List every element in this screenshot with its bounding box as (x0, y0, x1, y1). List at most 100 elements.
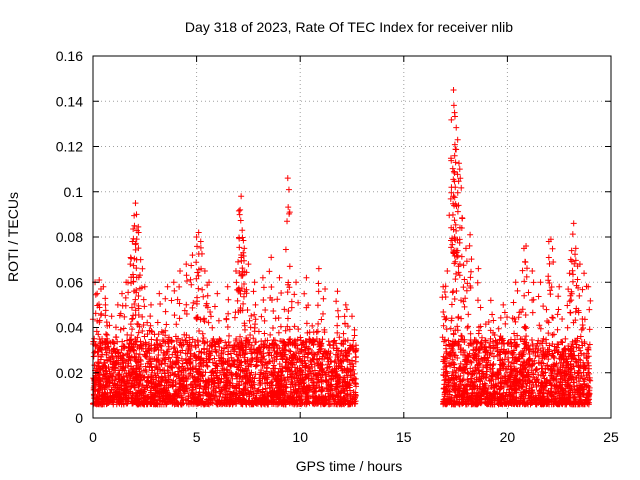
data-point (340, 330, 347, 337)
data-point (495, 325, 502, 332)
data-point (530, 279, 537, 286)
data-point (156, 290, 163, 297)
data-point (186, 334, 193, 341)
data-point (284, 315, 291, 322)
data-point (286, 347, 293, 354)
x-tick-label: 5 (193, 429, 201, 445)
data-point (241, 245, 248, 252)
data-point (497, 314, 504, 321)
data-point (463, 287, 470, 294)
data-point (275, 315, 282, 322)
data-point (285, 376, 292, 383)
data-point (238, 378, 245, 385)
data-point (213, 400, 220, 407)
data-point (281, 306, 288, 313)
data-point (210, 368, 217, 375)
data-point (545, 254, 552, 261)
data-point (294, 345, 301, 352)
data-point (91, 335, 98, 342)
x-tick-label: 10 (292, 429, 308, 445)
data-point (454, 208, 461, 215)
data-point (550, 331, 557, 338)
data-point (204, 362, 211, 369)
data-point (195, 285, 202, 292)
data-point (117, 326, 124, 333)
data-point (209, 324, 216, 331)
data-point (205, 319, 212, 326)
data-point (278, 289, 285, 296)
data-point (277, 323, 284, 330)
data-point (183, 356, 190, 363)
data-point (120, 325, 127, 332)
data-point (335, 313, 342, 320)
data-point (467, 231, 474, 238)
data-point (528, 337, 535, 344)
data-point (286, 336, 293, 343)
data-point (209, 359, 216, 366)
data-point (239, 227, 246, 234)
data-point (537, 279, 544, 286)
data-point (303, 274, 310, 281)
data-point (328, 358, 335, 365)
data-point (268, 254, 275, 261)
data-point (502, 320, 509, 327)
data-point (267, 331, 274, 338)
data-point (260, 284, 267, 291)
data-point (165, 355, 172, 362)
data-point (534, 366, 541, 373)
data-point (458, 253, 465, 260)
data-point (148, 336, 155, 343)
data-point (564, 324, 571, 331)
data-point (261, 330, 268, 337)
data-point (490, 317, 497, 324)
data-point (235, 258, 242, 265)
data-point (448, 116, 455, 123)
data-point (154, 356, 161, 363)
data-point (198, 250, 205, 257)
data-point (200, 335, 207, 342)
data-point (236, 211, 243, 218)
data-point (102, 295, 109, 302)
data-point (468, 268, 475, 275)
data-point (122, 302, 129, 309)
data-point (268, 284, 275, 291)
data-point (248, 342, 255, 349)
data-point (132, 296, 139, 303)
data-point (183, 278, 190, 285)
data-point (449, 211, 456, 218)
data-point (450, 168, 457, 175)
data-point (119, 290, 126, 297)
data-point (441, 289, 448, 296)
data-point (261, 317, 268, 324)
data-point (147, 313, 154, 320)
data-point (455, 160, 462, 167)
data-point (314, 302, 321, 309)
data-point (342, 301, 349, 308)
y-tick-label: 0.08 (56, 229, 83, 245)
data-point (235, 207, 242, 214)
data-point (467, 274, 474, 281)
data-point (315, 265, 322, 272)
data-point (521, 292, 528, 299)
data-point (127, 254, 134, 261)
data-point (163, 321, 170, 328)
data-point (327, 358, 334, 365)
data-point (465, 323, 472, 330)
data-point (586, 306, 593, 313)
data-point (103, 331, 110, 338)
data-point (251, 328, 258, 335)
data-point (451, 194, 458, 201)
data-point (247, 331, 254, 338)
data-point (315, 280, 322, 287)
data-point (569, 271, 576, 278)
data-point (134, 334, 141, 341)
data-point (104, 332, 111, 339)
data-point (244, 307, 251, 314)
data-point (135, 223, 142, 230)
data-point (452, 184, 459, 191)
data-point (95, 331, 102, 338)
data-point (187, 276, 194, 283)
data-point (284, 218, 291, 225)
data-point (92, 310, 99, 317)
data-point (454, 136, 461, 143)
